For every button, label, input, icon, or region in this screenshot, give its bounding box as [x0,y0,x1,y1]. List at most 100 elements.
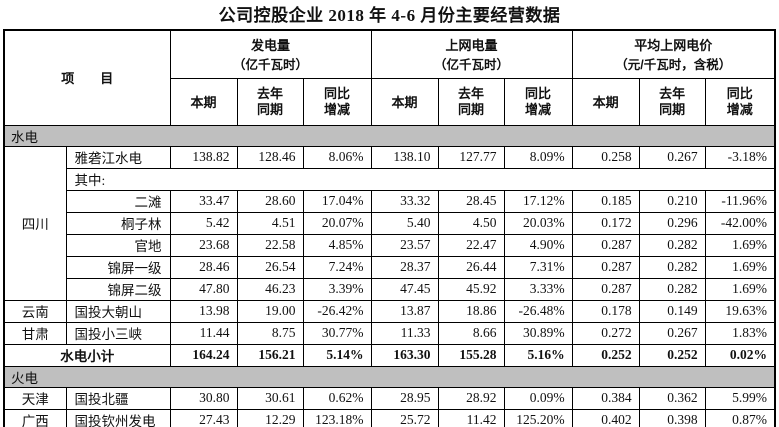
cell-value: 128.46 [236,145,304,169]
cell-value: 23.68 [169,233,238,257]
group-unit: （元/千瓦时，含税） [615,58,732,73]
cell-value: 11.33 [370,321,439,345]
cell-plant-name: 国投大朝山 [65,299,171,323]
row-guandi: 官地 23.68 22.58 4.85% 23.57 22.47 4.90% 0… [4,233,776,257]
subheader-prior-gen: 去年 同期 [236,77,304,126]
cell-value: 7.24% [302,255,372,279]
cell-value: 30.80 [169,386,238,410]
row-xiaosanxia: 甘肃 国投小三峡 11.44 8.75 30.77% 11.33 8.66 30… [3,321,776,345]
cell-value: 28.45 [437,189,505,213]
subheader-current-grid: 本期 [370,77,439,126]
cell-value: 0.252 [638,343,706,367]
subheader-yoy-price: 同比 增减 [704,77,776,126]
cell-value: 26.54 [236,255,304,279]
cell-value: -26.48% [503,299,573,323]
cell-region: 甘肃 [3,321,67,345]
cell-value: 13.87 [370,299,439,323]
cell-value: 20.03% [503,211,573,235]
cell-value: 26.44 [437,255,505,279]
cell-value: 28.95 [370,386,439,410]
cell-value: 28.46 [169,255,238,279]
subheader-yoy-gen: 同比 增减 [302,77,372,126]
row-qinzhou: 广西 国投钦州发电 27.43 12.29 123.18% 25.72 11.4… [3,408,776,427]
cell-value: 0.402 [571,408,640,427]
cell-value: 5.40 [370,211,439,235]
cell-value: 5.14% [302,343,372,367]
cell-value: 47.80 [169,277,238,301]
cell-value: 5.42 [169,211,238,235]
group-unit: （亿千瓦时） [434,58,510,73]
cell-value: 0.296 [638,211,706,235]
cell-value: 125.20% [503,408,573,427]
subheader-prior-price: 去年 同期 [638,77,706,126]
cell-value: 3.33% [503,277,573,301]
cell-value: 19.63% [704,299,776,323]
cell-value: 4.90% [503,233,573,257]
cell-value: 12.29 [236,408,304,427]
row-hydro-subtotal: 水电小计 164.24 156.21 5.14% 163.30 155.28 5… [3,343,776,367]
cell-value: 163.30 [370,343,439,367]
row-beijiang: 天津 国投北疆 30.80 30.61 0.62% 28.95 28.92 0.… [3,386,776,410]
cell-value: 127.77 [437,145,505,169]
cell-value: 30.61 [236,386,304,410]
cell-value: 25.72 [370,408,439,427]
cell-value: 0.287 [571,255,640,279]
cell-value: 4.50 [437,211,505,235]
cell-plant-name: 国投小三峡 [65,321,171,345]
cell-value: 5.99% [704,386,776,410]
cell-value: 33.47 [169,189,238,213]
cell-region: 天津 [3,386,67,410]
cell-value: 8.75 [236,321,304,345]
cell-value: 30.89% [503,321,573,345]
cell-value: 28.60 [236,189,304,213]
cell-value: 19.00 [236,299,304,323]
cell-value: 18.86 [437,299,505,323]
cell-value: 11.44 [169,321,238,345]
cell-value: 30.77% [302,321,372,345]
group-name: 上网电量 [445,38,498,54]
group-name: 平均上网电价 [634,38,713,54]
cell-value: 0.178 [571,299,640,323]
row-dachaoshan: 云南 国投大朝山 13.98 19.00 -26.42% 13.87 18.86… [3,299,776,323]
cell-value: 8.06% [302,145,372,169]
cell-value: 0.172 [571,211,640,235]
cell-value: 0.282 [638,233,706,257]
subheader-current-gen: 本期 [169,77,238,126]
cell-value: -42.00% [704,211,776,235]
cell-value: 45.92 [437,277,505,301]
subheader-current-price: 本期 [571,77,640,126]
cell-value: -3.18% [704,145,776,169]
cell-value: 13.98 [169,299,238,323]
cell-value: 0.384 [571,386,640,410]
cell-value: 0.362 [638,386,706,410]
row-ertan: 二滩 33.47 28.60 17.04% 33.32 28.45 17.12%… [4,189,776,213]
cell-region: 四川 [3,145,67,301]
cell-value: 8.66 [437,321,505,345]
cell-value: 28.37 [370,255,439,279]
cell-value: -11.96% [704,189,776,213]
row-jinping-1: 锦屏一级 28.46 26.54 7.24% 28.37 26.44 7.31%… [4,255,776,279]
cell-value: 0.149 [638,299,706,323]
cell-value: 1.69% [704,277,776,301]
cell-region: 广西 [3,408,67,427]
cell-value: 123.18% [302,408,372,427]
cell-value: 8.09% [503,145,573,169]
section-label: 水电 [3,124,776,147]
group-name: 发电量 [251,38,291,54]
cell-plant-name: 二滩 [65,189,171,213]
cell-plant-name: 桐子林 [65,211,171,235]
cell-value: 1.69% [704,255,776,279]
cell-value: 138.10 [370,145,439,169]
row-among-label: 其中: [4,167,776,191]
cell-value: 0.258 [571,145,640,169]
cell-value: 1.69% [704,233,776,257]
cell-value: 0.282 [638,255,706,279]
cell-value: 1.83% [704,321,776,345]
cell-value: 47.45 [370,277,439,301]
cell-value: 0.09% [503,386,573,410]
cell-value: 0.267 [638,321,706,345]
row-tongzilin: 桐子林 5.42 4.51 20.07% 5.40 4.50 20.03% 0.… [4,211,776,235]
cell-value: 0.252 [571,343,640,367]
cell-value: 0.272 [571,321,640,345]
